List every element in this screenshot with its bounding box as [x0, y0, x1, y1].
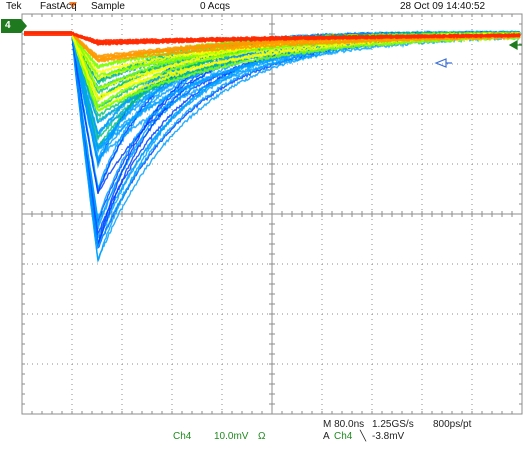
channel-coupling: Ω	[258, 431, 266, 442]
status-bar: Tek FastAcq Sample 0 Acqs 28 Oct 09 14:4…	[0, 0, 525, 14]
trigger-position-marker-icon	[69, 2, 77, 8]
persistence-waveform	[24, 29, 521, 264]
trigger-source-prefix: A	[323, 431, 330, 442]
waveform-trace	[24, 32, 521, 112]
sample-rate: 1.25GS/s	[372, 419, 414, 430]
date-time: 28 Oct 09 14:40:52	[400, 1, 486, 12]
trigger-level[interactable]: -3.8mV	[372, 431, 405, 442]
channel-name[interactable]: Ch4	[173, 431, 192, 442]
waveform-trace	[24, 31, 520, 46]
record-resolution: 800ps/pt	[433, 419, 472, 430]
trigger-source[interactable]: Ch4	[334, 431, 353, 442]
trigger-level-arrow-icon	[434, 58, 452, 68]
acquisition-count: 0 Acqs	[200, 1, 231, 12]
waveform-trace	[24, 32, 521, 163]
channel-scale[interactable]: 10.0mV	[214, 431, 249, 442]
timebase-main[interactable]: M 80.0ns	[323, 419, 365, 430]
brand-label: Tek	[6, 1, 22, 12]
sample-mode-button[interactable]: Sample	[91, 1, 125, 12]
acquisition-mode-button[interactable]: FastAcq	[40, 1, 77, 12]
trigger-slope-icon: ╲	[360, 431, 367, 442]
channel-marker[interactable]: 4	[1, 19, 27, 33]
pretrigger-baseline	[24, 31, 72, 36]
waveform-trace	[24, 32, 521, 63]
reference-arrow-icon	[508, 39, 522, 51]
